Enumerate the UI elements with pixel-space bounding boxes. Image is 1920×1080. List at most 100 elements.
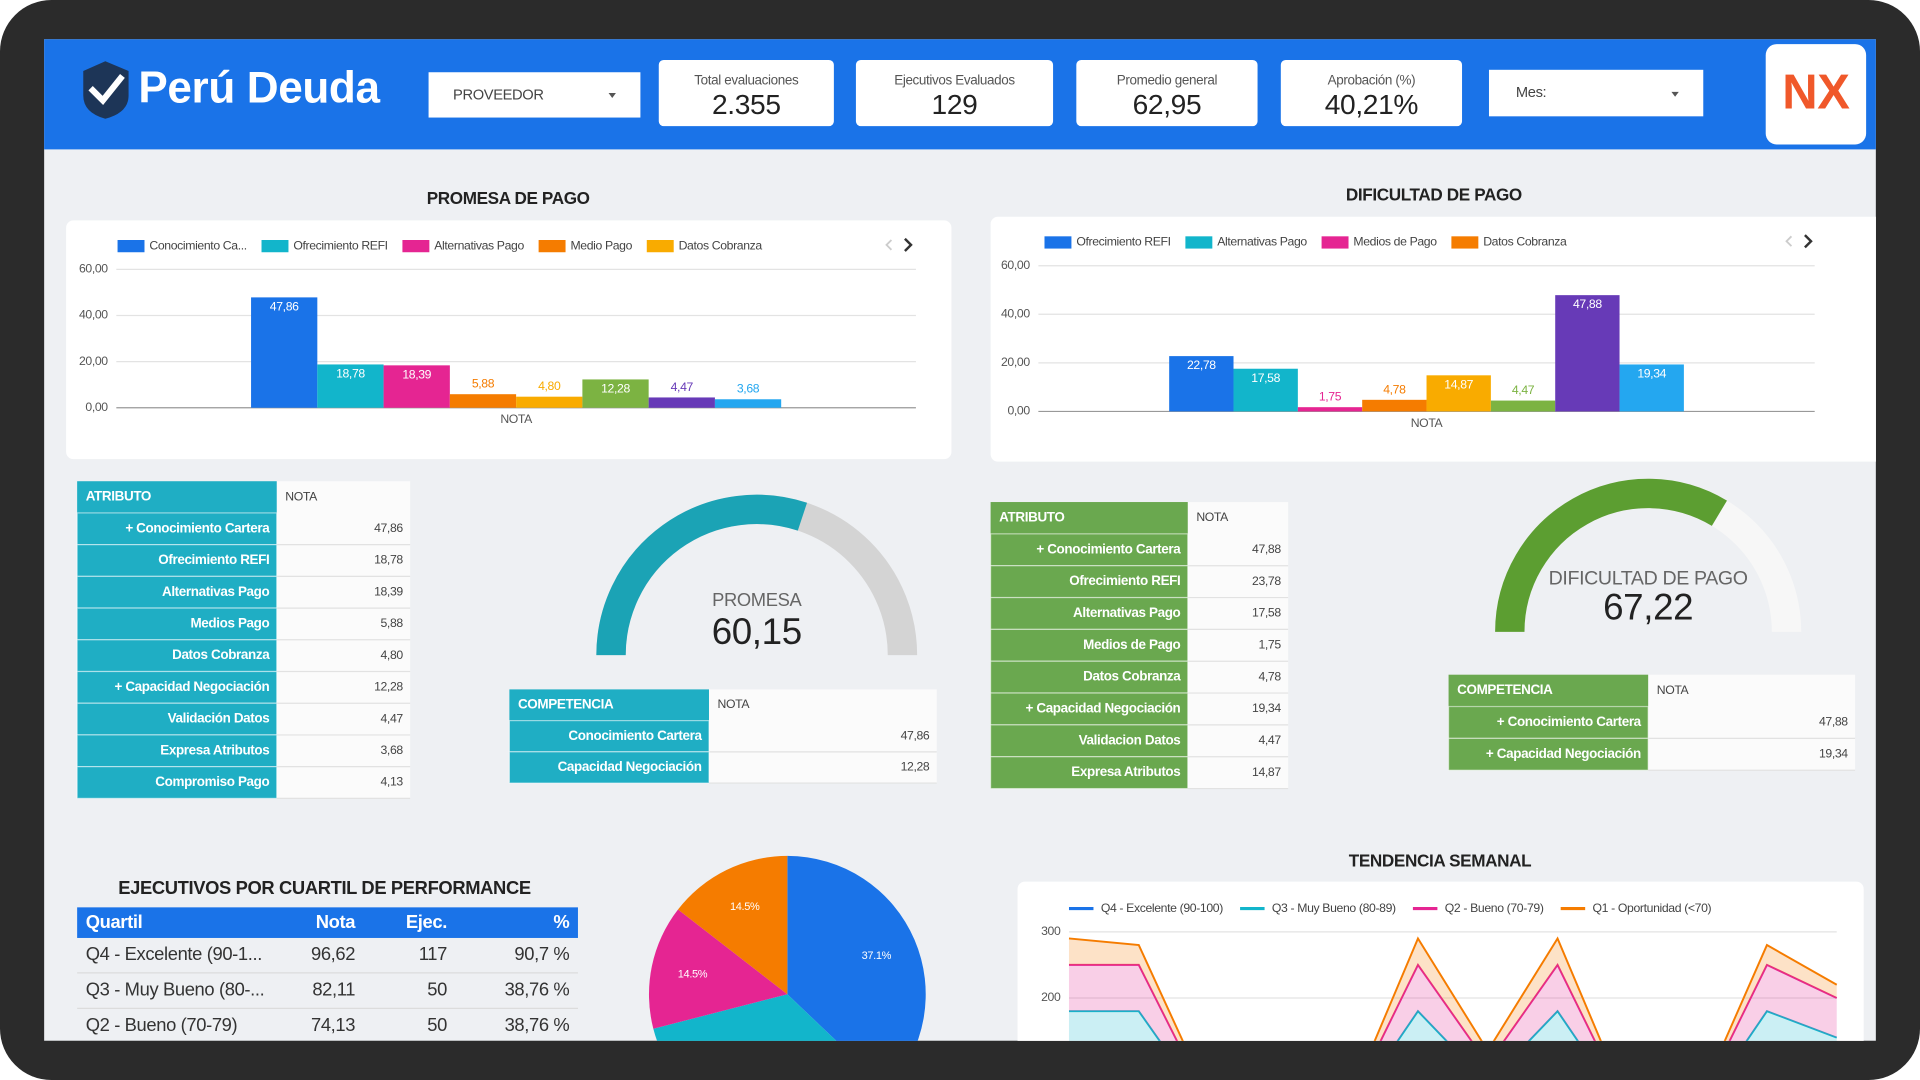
table-label: Capacidad Negociación <box>558 759 702 774</box>
chart-title: TENDENCIA SEMANAL <box>1349 851 1531 871</box>
table-value-column <box>1648 674 1856 771</box>
table-label: Validación Datos <box>168 711 270 726</box>
data-label: 1,75 <box>1319 390 1342 404</box>
table-value: 12,28 <box>901 760 930 774</box>
table-value: 5,88 <box>381 616 404 630</box>
bar <box>582 379 649 408</box>
table-label: + Capacidad Negociación <box>1486 746 1641 761</box>
table-label-cell <box>1447 737 1649 771</box>
legend-label: Medios de Pago <box>1353 235 1437 249</box>
table-cell: 82,11 <box>312 978 355 999</box>
data-label: 22,78 <box>1187 358 1216 372</box>
table-label-cell <box>990 692 1189 726</box>
month-dropdown[interactable] <box>1488 69 1704 117</box>
y-tick-label: 20,00 <box>1001 355 1030 369</box>
y-tick-label: 0,00 <box>85 400 108 414</box>
table-label-cell <box>508 720 710 753</box>
y-tick-label: 60,00 <box>79 262 108 276</box>
bar <box>1169 356 1234 412</box>
table-label-cell <box>76 766 278 799</box>
table-label: Expresa Atributos <box>160 742 269 757</box>
bar <box>714 399 782 408</box>
kpi-card <box>1076 60 1258 127</box>
table-label-cell <box>76 544 278 577</box>
area-line <box>1068 962 1838 1041</box>
table-label: Conocimiento Cartera <box>568 728 702 743</box>
table-label-cell <box>990 533 1189 567</box>
data-label: 4,47 <box>671 380 694 394</box>
dropdown-caret <box>1671 91 1679 97</box>
legend-prev[interactable] <box>1785 235 1793 247</box>
table-header-row <box>77 907 578 938</box>
pie-slice <box>653 994 837 1041</box>
table-header: NOTA <box>1196 510 1229 524</box>
bar <box>1297 407 1363 412</box>
table-label: Validacion Datos <box>1079 732 1181 747</box>
table-label: Compromiso Pago <box>155 774 269 789</box>
table-cell: 117 <box>419 943 447 964</box>
data-label: 18,39 <box>402 367 431 381</box>
gauge-title: DIFICULTAD DE PAGO <box>1549 567 1748 589</box>
table-value: 4,78 <box>1258 669 1281 683</box>
legend-swatch <box>1185 236 1213 249</box>
table-header: % <box>553 911 569 932</box>
table-value: 1,75 <box>1258 638 1281 652</box>
legend-label: Medio Pago <box>570 238 632 252</box>
month-filter: Mes: <box>1516 85 1546 101</box>
table-cell: 50 <box>427 978 447 999</box>
gauge-value-label: 67,22 <box>1603 586 1693 627</box>
data-label: 3,68 <box>737 382 760 396</box>
table-label: Expresa Atributos <box>1071 764 1180 779</box>
table-label-cell <box>76 575 278 609</box>
table-value: 18,78 <box>374 553 403 567</box>
table-label: Medios Pago <box>190 616 269 631</box>
y-tick-label: 20,00 <box>79 354 108 368</box>
table-label: Datos Cobranza <box>1083 669 1181 684</box>
table-label: + Conocimiento Cartera <box>1036 541 1181 556</box>
dropdown-caret <box>608 93 616 98</box>
legend-label: Alternativas Pago <box>434 238 524 252</box>
table-header-cell <box>77 481 277 513</box>
table-value: 4,13 <box>381 775 404 789</box>
table-value-column <box>1187 502 1289 789</box>
data-label: 17,58 <box>1251 371 1280 385</box>
provider-dropdown[interactable] <box>428 72 641 118</box>
bar <box>1426 375 1491 412</box>
legend-prev[interactable] <box>885 239 893 251</box>
table-label: Medios de Pago <box>1083 637 1180 652</box>
gauge-title: PROMESA <box>712 589 802 610</box>
gauge-value <box>596 494 808 656</box>
table-cell: Q4 - Excelente (90-1... <box>86 943 262 964</box>
table-label-cell <box>76 639 278 673</box>
area-fill <box>1068 1011 1837 1041</box>
table-label: Alternativas Pago <box>162 584 270 599</box>
table-value: 23,78 <box>1252 574 1281 588</box>
bar <box>251 297 318 408</box>
table-label: Alternativas Pago <box>1073 605 1181 620</box>
table-value: 47,86 <box>901 728 930 742</box>
legend-next[interactable] <box>904 237 913 252</box>
bar <box>516 396 583 408</box>
table-label-cell <box>990 596 1189 630</box>
y-tick-label: 300 <box>1041 924 1061 938</box>
legend-swatch <box>117 240 145 253</box>
legend-label: Datos Cobranza <box>679 238 763 252</box>
chart-title: DIFICULTAD DE PAGO <box>1346 184 1522 204</box>
table-value: 17,58 <box>1252 606 1281 620</box>
y-tick-label: 0,00 <box>1007 404 1030 418</box>
data-label: 4,80 <box>538 379 561 393</box>
legend-label: Q2 - Bueno (70-79) <box>1445 901 1544 915</box>
x-tick-label: NOTA <box>500 412 533 426</box>
legend-swatch <box>402 240 430 253</box>
table-header: ATRIBUTO <box>999 510 1064 525</box>
table-label: + Conocimiento Cartera <box>125 520 270 535</box>
data-label: 4,78 <box>1383 382 1406 396</box>
area-fill <box>1068 964 1837 1041</box>
table-label-cell <box>76 607 278 641</box>
table-value: 4,80 <box>381 648 404 662</box>
table-value-column <box>708 689 937 784</box>
y-tick-label: 200 <box>1041 990 1061 1004</box>
legend-next[interactable] <box>1804 234 1813 249</box>
table-value: 19,34 <box>1819 747 1848 761</box>
bar <box>1555 295 1620 412</box>
